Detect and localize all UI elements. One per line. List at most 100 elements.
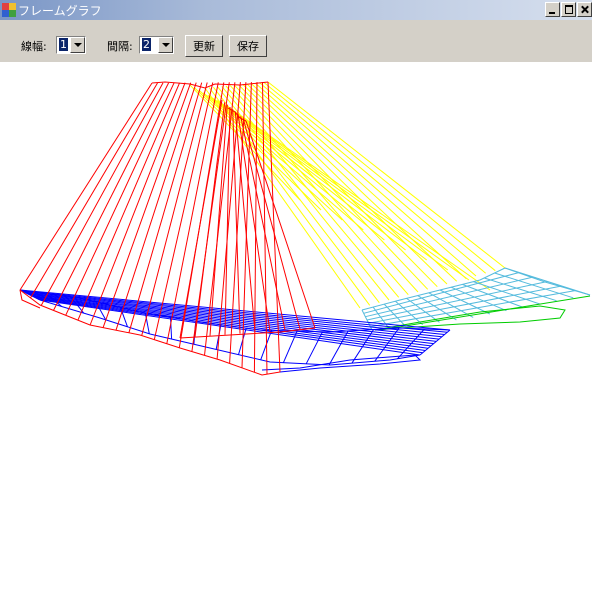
cyan-frame-line: [368, 285, 562, 324]
graph-canvas: [0, 62, 592, 607]
red-frame-line: [141, 82, 208, 336]
red-frame-line: [65, 82, 175, 316]
save-button[interactable]: 保存: [229, 35, 267, 57]
window-controls: [544, 2, 592, 17]
yellow-frame-line: [221, 86, 400, 298]
red-frame-line: [242, 118, 301, 330]
cyan-frame-line: [439, 289, 491, 315]
red-frame-line: [253, 82, 258, 373]
yellow-frame-line: [259, 82, 487, 274]
frame-graph: [19, 81, 591, 376]
red-frame-line: [194, 102, 226, 337]
cyan-frame-line: [450, 286, 507, 312]
red-outline: [19, 289, 41, 309]
red-frame-line: [232, 109, 241, 334]
cyan-frame-line: [365, 276, 534, 318]
blue-frame-line: [282, 330, 298, 363]
red-frame-line: [89, 82, 186, 326]
interval-select[interactable]: 2: [139, 36, 174, 54]
yellow-frame-line: [216, 99, 428, 261]
line-width-select[interactable]: 1: [56, 36, 86, 54]
red-frame-line: [128, 82, 203, 333]
cyan-frame-line: [484, 277, 557, 302]
red-outline: [227, 107, 247, 122]
blue-frame-line: [29, 294, 437, 342]
red-outline: [19, 289, 281, 376]
title-bar[interactable]: フレームグラフ: [0, 0, 592, 20]
blue-frame-line: [36, 297, 426, 351]
green-outline: [374, 305, 566, 331]
yellow-frame-line: [225, 104, 470, 281]
red-frame-line: [241, 82, 252, 368]
cyan-frame-line: [366, 281, 548, 321]
blue-frame-line: [21, 290, 448, 333]
chevron-down-icon[interactable]: [70, 37, 85, 53]
minimize-icon[interactable]: [545, 2, 560, 17]
blue-frame-line: [19, 289, 451, 331]
window-title: フレームグラフ: [18, 3, 102, 18]
red-frame-line: [153, 82, 214, 340]
red-frame-line: [19, 82, 153, 291]
red-frame-line: [209, 104, 228, 336]
yellow-frame-line: [229, 85, 419, 293]
blue-frame-line: [328, 330, 349, 366]
close-icon[interactable]: [577, 2, 592, 17]
blue-frame-line: [238, 328, 247, 355]
yellow-frame-line: [246, 83, 458, 282]
red-frame-line: [224, 106, 231, 335]
toolbar: 線幅: 1 間隔: 2 更新 保存: [0, 20, 592, 62]
yellow-frame-line: [250, 83, 467, 280]
interval-value: 2: [142, 38, 151, 51]
yellow-frame-line: [242, 84, 448, 285]
red-frame-line: [245, 120, 316, 329]
blue-frame-line: [23, 291, 445, 335]
red-frame-line: [267, 81, 281, 373]
yellow-frame-line: [204, 87, 361, 309]
yellow-frame-line: [194, 87, 322, 211]
cyan-frame-line: [383, 303, 407, 327]
blue-frame-line: [374, 327, 400, 362]
cyan-frame-line: [363, 272, 520, 314]
blue-frame-line: [144, 312, 150, 334]
red-frame-line: [179, 99, 223, 339]
red-frame-line: [234, 111, 256, 333]
cyan-frame-line: [428, 292, 474, 318]
blue-frame-line: [25, 292, 442, 338]
blue-frame-line: [305, 331, 324, 365]
red-frame-line: [77, 82, 181, 321]
chevron-down-icon[interactable]: [158, 37, 173, 53]
red-frame-line: [30, 82, 158, 299]
red-frame-line: [262, 81, 268, 375]
cyan-frame-line: [406, 297, 440, 323]
blue-outline: [261, 354, 422, 373]
green-frame-line: [379, 295, 591, 331]
blue-frame-line: [39, 299, 421, 356]
yellow-frame-line: [267, 81, 506, 269]
line-width-value: 1: [59, 38, 68, 51]
interval-label: 間隔:: [107, 40, 133, 53]
red-frame-line: [40, 82, 164, 306]
update-button[interactable]: 更新: [185, 35, 223, 57]
yellow-frame-line: [263, 82, 496, 272]
blue-frame-line: [38, 298, 423, 354]
red-frame-line: [102, 82, 192, 328]
cyan-frame-line: [395, 300, 424, 325]
red-frame-line: [166, 82, 219, 344]
red-frame-line: [115, 82, 197, 331]
line-width-label: 線幅:: [21, 40, 47, 53]
cyan-frame-line: [370, 290, 576, 328]
red-frame-line: [237, 113, 271, 332]
maximize-icon[interactable]: [561, 2, 576, 17]
blue-frame-line: [27, 293, 440, 340]
red-frame-line: [240, 116, 286, 331]
app-icon: [2, 3, 16, 17]
yellow-frame-line: [255, 82, 477, 277]
cyan-frame-line: [473, 281, 540, 305]
red-frame-line: [53, 82, 170, 311]
blue-outline: [39, 299, 421, 366]
yellow-frame-line: [220, 102, 449, 271]
cyan-frame-line: [417, 295, 457, 321]
yellow-frame-line: [229, 107, 491, 291]
cyan-frame-line: [462, 283, 524, 308]
blue-frame-line: [34, 296, 429, 349]
